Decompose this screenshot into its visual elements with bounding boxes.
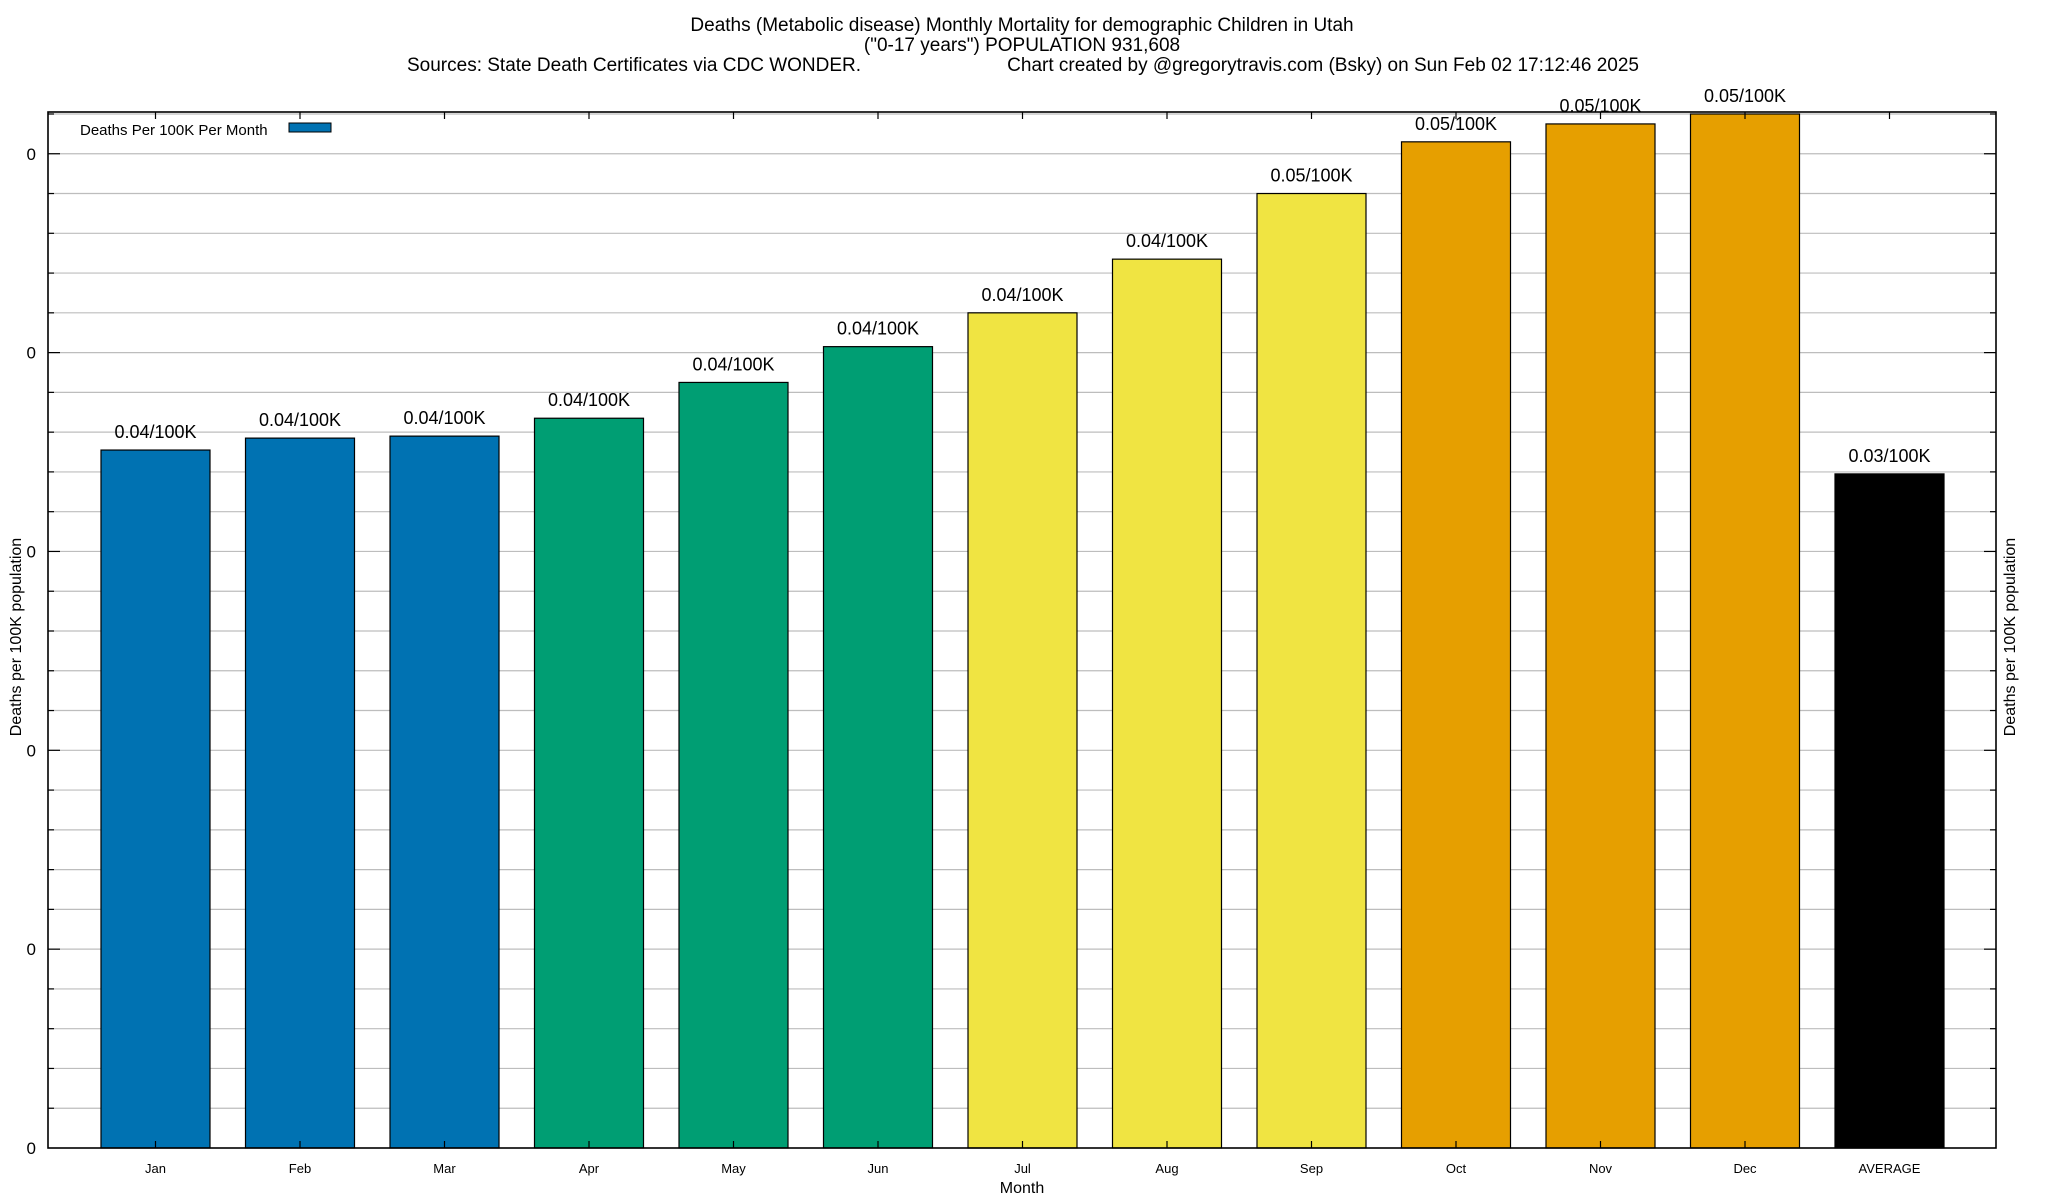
bar-value-label: 0.05/100K (1415, 114, 1497, 134)
bar-value-label: 0.05/100K (1270, 166, 1352, 186)
bar-value-label: 0.04/100K (981, 285, 1063, 305)
x-tick-label: AVERAGE (1859, 1161, 1921, 1176)
bar-aug (1111, 258, 1223, 1149)
bar-value-label: 0.04/100K (259, 410, 341, 430)
bar-may (678, 381, 789, 1149)
chart-credit-line: Chart created by @gregorytravis.com (Bsk… (1007, 55, 1639, 76)
bar-oct (1400, 141, 1512, 1149)
bar-value-label: 0.04/100K (114, 422, 196, 442)
bar-nov (1545, 123, 1656, 1149)
bar-mar (389, 435, 500, 1149)
bar-dec (1689, 113, 1801, 1149)
bar-sep (1256, 192, 1367, 1149)
x-tick-label: Apr (579, 1161, 600, 1176)
x-tick-label: Dec (1733, 1161, 1757, 1176)
axis-ticks (48, 112, 1996, 1148)
bar-apr (533, 417, 645, 1149)
bar-value-label: 0.04/100K (403, 408, 485, 428)
x-tick-label: Sep (1300, 1161, 1323, 1176)
x-tick-label: Jul (1014, 1161, 1031, 1176)
bar-feb (244, 437, 356, 1149)
chart-title: Deaths (Metabolic disease) Monthly Morta… (690, 15, 1353, 36)
y2-axis-label: Deaths per 100K population (2002, 538, 2019, 736)
bar-jun (822, 346, 934, 1149)
x-tick-label: Mar (433, 1161, 456, 1176)
chart-subtitle: ("0-17 years") POPULATION 931,608 (864, 35, 1180, 56)
y-tick-label: 0 (27, 344, 36, 363)
x-tick-label: May (721, 1161, 746, 1176)
bar-value-label: 0.04/100K (548, 390, 630, 410)
x-axis-label: Month (1000, 1180, 1044, 1197)
bar-value-label: 0.05/100K (1559, 96, 1641, 116)
x-tick-label: Nov (1589, 1161, 1613, 1176)
x-tick-label: Aug (1155, 1161, 1178, 1176)
y-tick-label: 0 (27, 145, 36, 164)
legend: Deaths Per 100K Per Month (80, 122, 332, 139)
bar-value-label: 0.04/100K (692, 354, 774, 374)
y-tick-label: 0 (27, 741, 36, 760)
bar-value-labels: 0.04/100K 0.04/100K 0.04/100K 0.04/100K 0.04… (114, 86, 1930, 466)
bar-value-label: 0.04/100K (1126, 231, 1208, 251)
x-tick-label: Oct (1446, 1161, 1467, 1176)
y-tick-label: 0 (27, 940, 36, 959)
bar-jul (967, 312, 1078, 1149)
bar-value-label: 0.04/100K (837, 319, 919, 339)
x-tick-label: Jun (868, 1161, 889, 1176)
x-tick-label: Jan (145, 1161, 166, 1176)
y-tick-labels: 0 0 0 0 0 0 (27, 145, 36, 1158)
legend-swatch (288, 122, 332, 133)
bar-value-label: 0.03/100K (1848, 446, 1930, 466)
chart-source-line: Sources: State Death Certificates via CD… (407, 55, 861, 76)
y-tick-label: 0 (27, 1139, 36, 1158)
y-axis-label: Deaths per 100K population (8, 538, 25, 736)
legend-label: Deaths Per 100K Per Month (80, 122, 268, 139)
x-tick-labels: Jan Feb Mar Apr May Jun Jul Aug Sep Oct Nov Dec AVER… (145, 1161, 1921, 1176)
bar-jan (100, 449, 211, 1149)
bar-value-label: 0.05/100K (1704, 86, 1786, 106)
bar-average (1834, 473, 1945, 1149)
x-tick-label: Feb (289, 1161, 311, 1176)
bars (100, 113, 1945, 1149)
y-tick-label: 0 (27, 542, 36, 561)
